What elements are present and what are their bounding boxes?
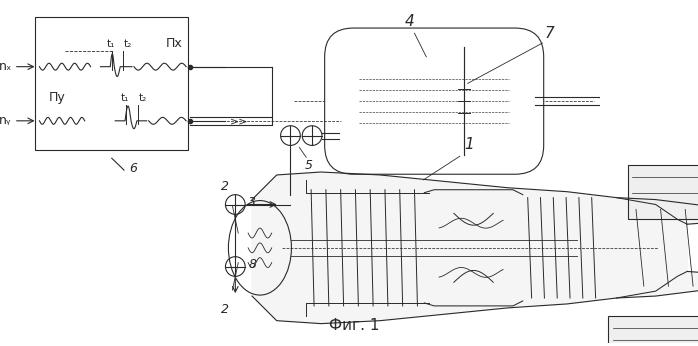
Text: nₓ: nₓ	[0, 60, 12, 73]
Text: 2: 2	[221, 303, 228, 316]
Text: nᵧ: nᵧ	[0, 114, 12, 127]
Text: 3: 3	[248, 196, 256, 209]
Text: t₁: t₁	[107, 39, 115, 49]
Text: 1: 1	[464, 137, 474, 152]
Text: 7: 7	[544, 26, 554, 41]
Text: t₂: t₂	[139, 93, 147, 103]
Text: >>: >>	[230, 117, 248, 127]
Bar	[36, 17, 188, 151]
Text: 6: 6	[129, 162, 137, 175]
FancyBboxPatch shape	[325, 28, 544, 174]
Text: 4: 4	[405, 14, 415, 29]
Text: t₁: t₁	[121, 93, 129, 103]
Text: 5: 5	[305, 159, 313, 172]
Text: t₂: t₂	[124, 39, 133, 49]
Text: 2: 2	[221, 180, 228, 193]
Bar	[609, 316, 698, 346]
Text: Фиг. 1: Фиг. 1	[329, 318, 380, 334]
Text: 8: 8	[248, 258, 256, 271]
Polygon shape	[252, 172, 698, 324]
Text: Пу: Пу	[49, 91, 66, 104]
Bar	[628, 165, 698, 219]
Text: Пх: Пх	[166, 37, 183, 50]
